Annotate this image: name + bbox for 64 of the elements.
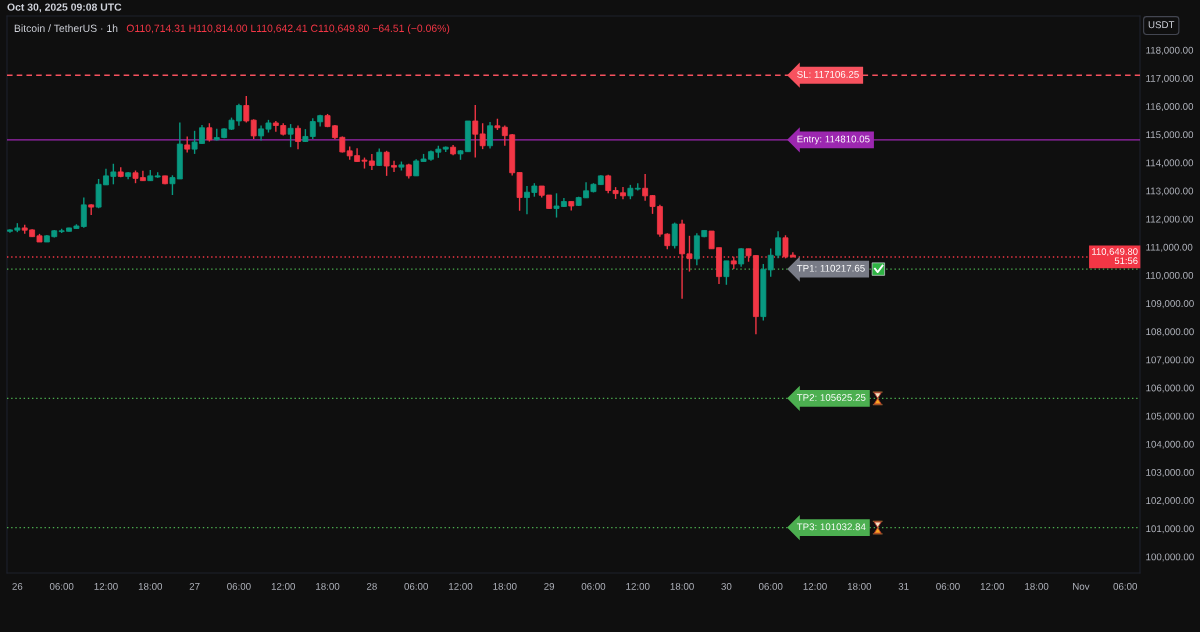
y-tick-label: 112,000.00 xyxy=(1146,215,1194,224)
x-tick-label: 06:00 xyxy=(758,582,783,590)
annotation: O110,714.31 H110,814.00 L110,642.41 C110,649.80 −64.51 (−0.06%) xyxy=(126,24,450,35)
y-tick-label: 118,000.00 xyxy=(1146,46,1194,55)
x-tick-label: 27 xyxy=(189,582,200,590)
y-tick-label: 111,000.00 xyxy=(1146,243,1193,252)
x-tick-label: 18:00 xyxy=(316,582,340,590)
y-tick-label: 107,000.00 xyxy=(1146,356,1194,365)
x-tick-label: 12:00 xyxy=(803,582,827,590)
candlestick xyxy=(243,95,250,124)
y-tick-label: 113,000.00 xyxy=(1146,187,1194,196)
x-tick-label: 12:00 xyxy=(980,582,1005,590)
candlestick xyxy=(723,260,730,286)
x-tick-label: 12:00 xyxy=(626,582,650,590)
y-tick-label: 110,000.00 xyxy=(1146,271,1194,280)
y-tick-label: 117,000.00 xyxy=(1146,74,1194,83)
x-tick-label: 06:00 xyxy=(1113,582,1138,590)
candlestick xyxy=(206,122,213,143)
candlestick xyxy=(250,118,257,140)
x-tick-label: 28 xyxy=(366,582,377,590)
x-tick-label: 06:00 xyxy=(227,582,251,590)
y-tick-label: 116,000.00 xyxy=(1146,103,1194,112)
x-tick-label: 26 xyxy=(12,582,23,590)
candlestick xyxy=(671,221,678,250)
x-tick-label: 18:00 xyxy=(1025,582,1049,590)
x-tick-label: 18:00 xyxy=(138,582,163,590)
y-tick-label: 100,000.00 xyxy=(1146,553,1194,562)
x-tick-label: 06:00 xyxy=(581,582,606,590)
ref-line-label: Entry: 114810.05 xyxy=(797,135,870,145)
x-tick-label: 06:00 xyxy=(49,582,74,590)
x-tick-label: 12:00 xyxy=(94,582,118,590)
ref-line-label: SL: 117106.25 xyxy=(797,70,859,78)
x-tick-label: Nov xyxy=(1073,583,1090,590)
x-tick-label: 18:00 xyxy=(493,582,517,590)
y-tick-label: 114,000.00 xyxy=(1146,159,1194,168)
x-tick-label: 18:00 xyxy=(670,582,694,590)
x-tick-label: 29 xyxy=(544,582,555,590)
x-tick-label: 06:00 xyxy=(404,582,428,590)
y-axis-title: USDT xyxy=(1148,21,1175,29)
ref-line-label: TP3: 101032.84 xyxy=(796,523,866,531)
x-tick-label: 31 xyxy=(898,582,909,590)
y-tick-label: 102,000.00 xyxy=(1146,497,1194,506)
y-tick-label: 106,000.00 xyxy=(1146,384,1194,393)
y-tick-label: 104,000.00 xyxy=(1146,440,1194,449)
candlestick xyxy=(287,123,294,148)
y-tick-label: 105,000.00 xyxy=(1146,412,1194,421)
x-tick-label: 18:00 xyxy=(847,582,872,590)
ref-line-label: TP2: 105625.25 xyxy=(796,394,866,401)
candlestick xyxy=(738,247,745,268)
ref-line-label: 110,649.80 51:56 xyxy=(1092,248,1138,265)
y-tick-label: 115,000.00 xyxy=(1146,131,1194,140)
x-tick-label: 12:00 xyxy=(271,582,296,590)
y-tick-label: 101,000.00 xyxy=(1146,525,1194,534)
x-tick-label: 12:00 xyxy=(449,582,473,590)
candlestick xyxy=(295,124,301,150)
y-tick-label: 109,000.00 xyxy=(1146,300,1194,309)
y-tick-label: 108,000.00 xyxy=(1146,328,1194,337)
candlestick xyxy=(487,121,493,150)
x-tick-label: 30 xyxy=(721,582,732,590)
ref-line-label: TP1: 110217.65 xyxy=(796,264,865,272)
x-tick-label: 06:00 xyxy=(936,582,960,590)
text: Bitcoin / TetherUS · 1h xyxy=(14,24,118,32)
y-tick-label: 103,000.00 xyxy=(1146,468,1194,478)
text: Oct 30, 2025 09:08 UTC xyxy=(7,3,122,13)
